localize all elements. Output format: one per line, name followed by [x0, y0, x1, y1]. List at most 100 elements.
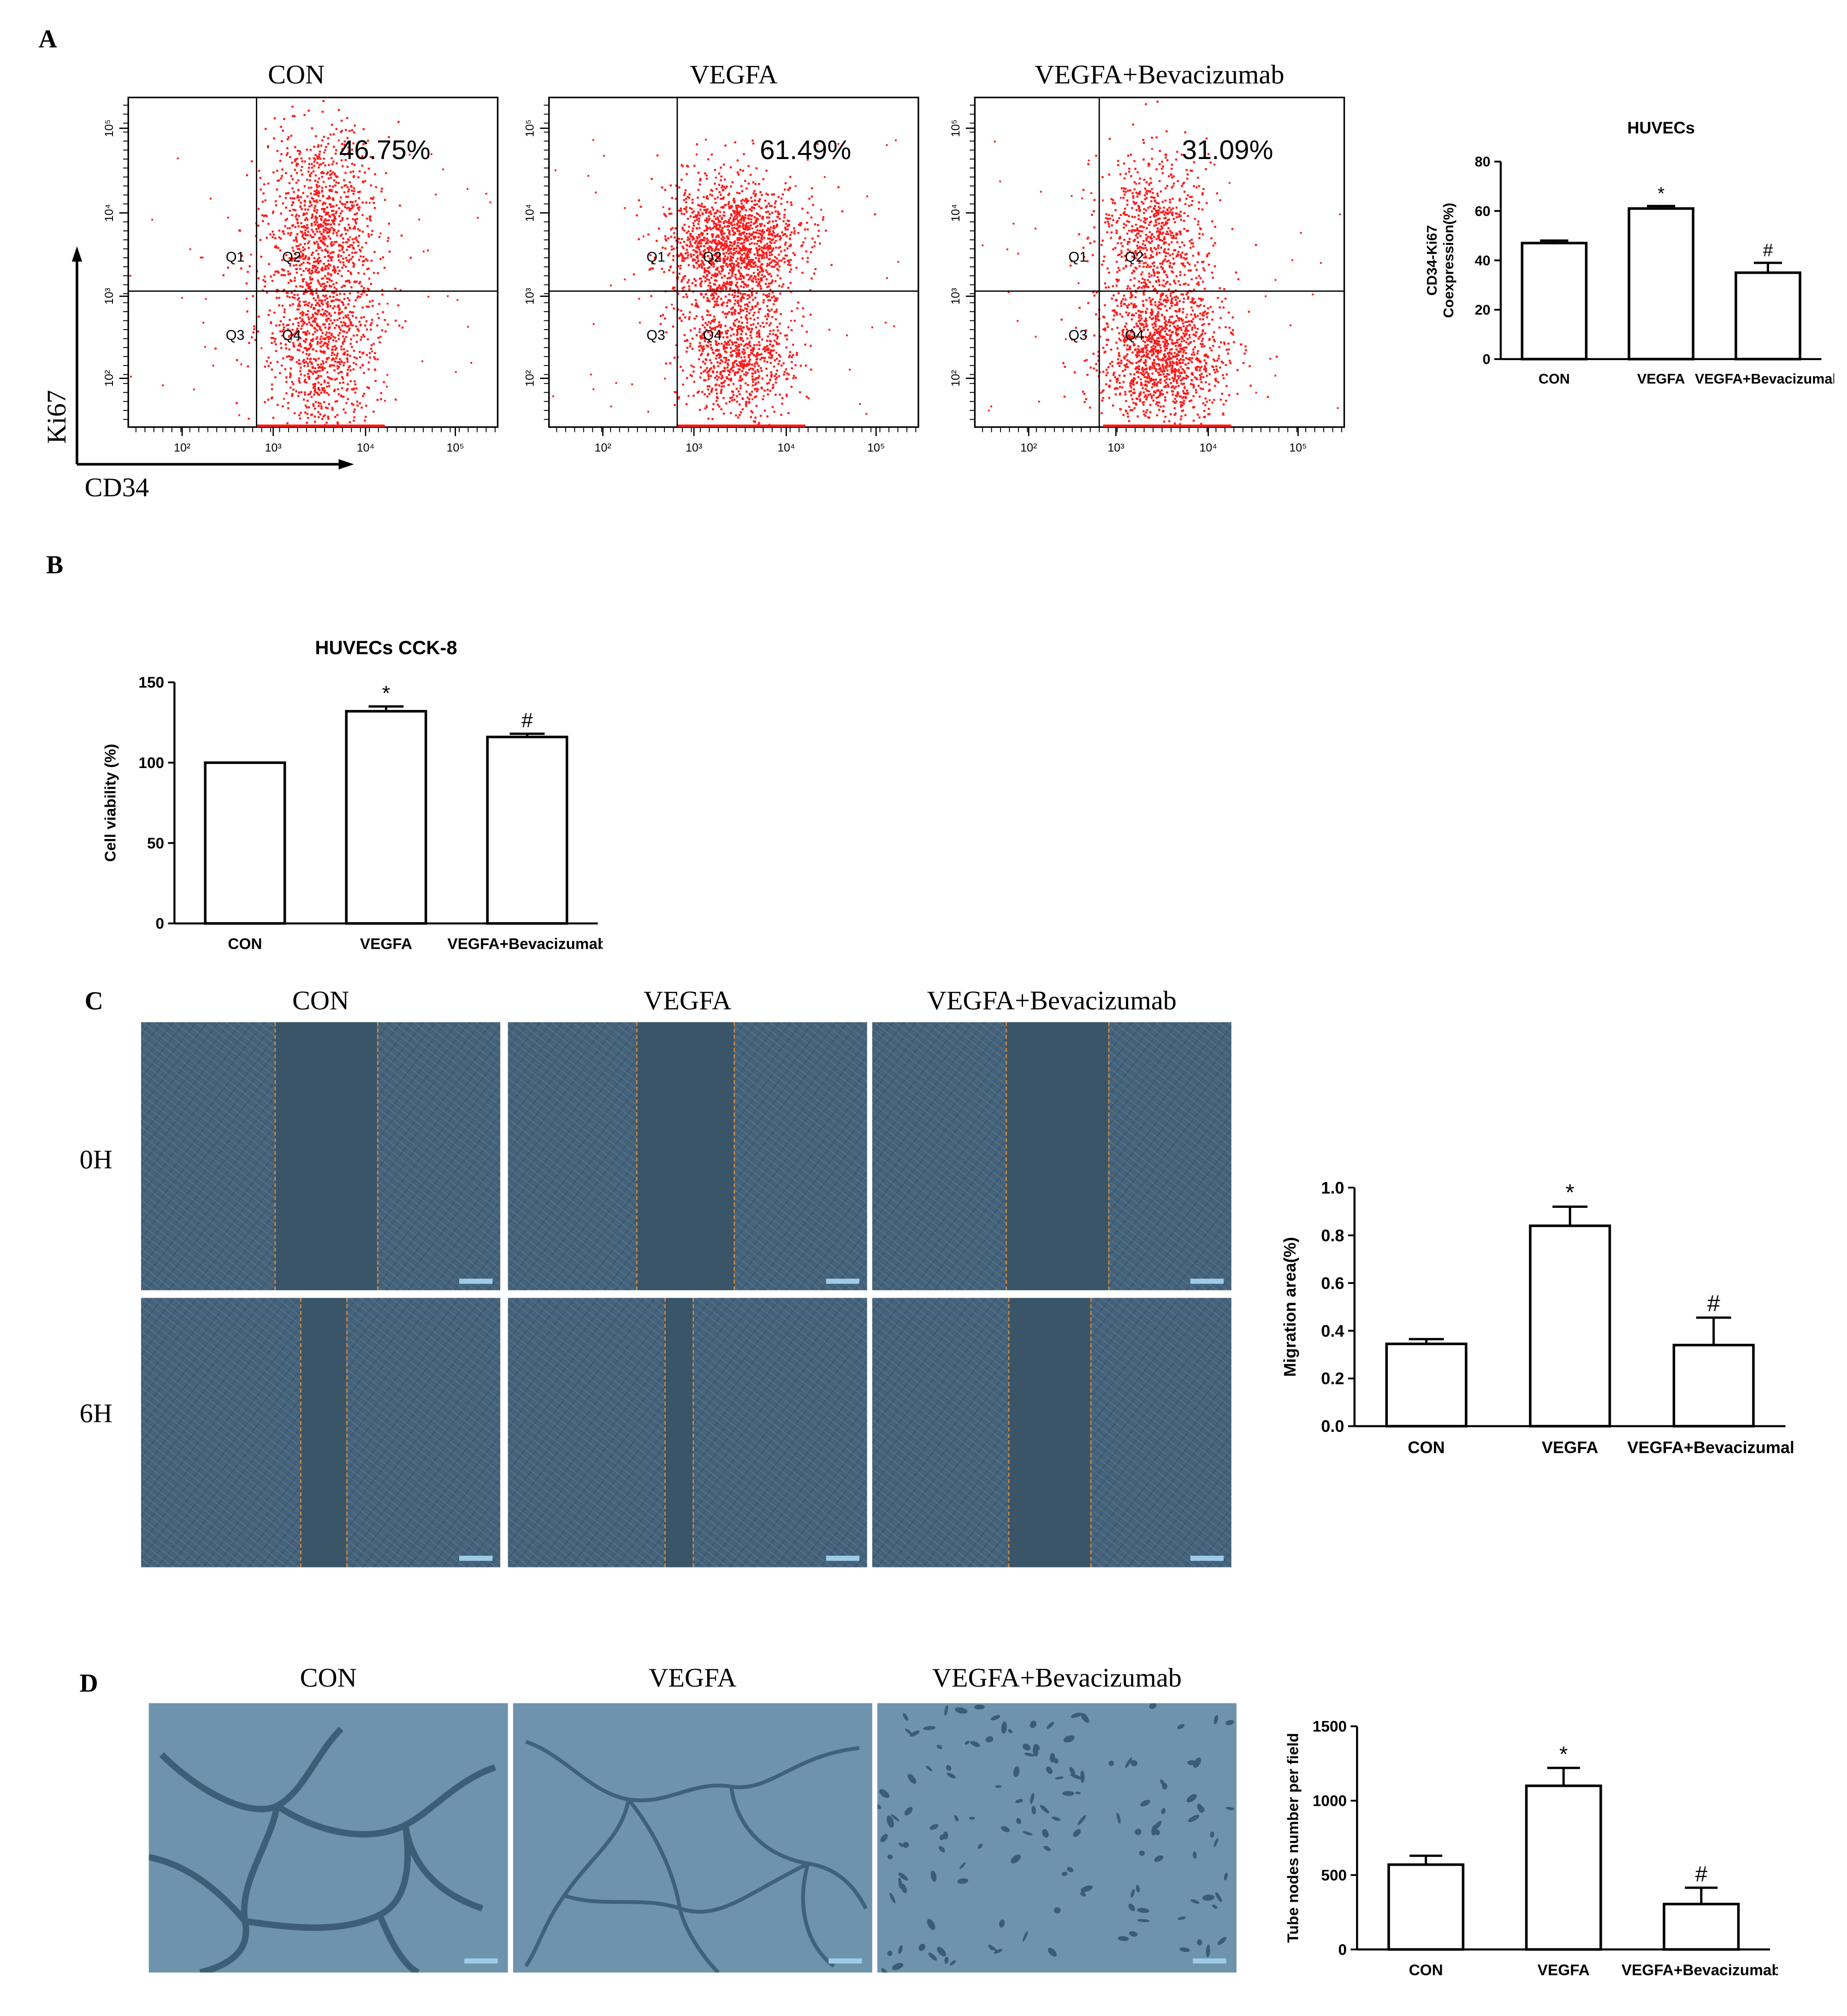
bar-vegfa-bevacizumab [486, 735, 568, 925]
y-tick-label: 0 [1338, 1941, 1347, 1958]
y-tick-label: 0.6 [1321, 1274, 1344, 1293]
scale-bar [459, 1555, 493, 1561]
quadrant-label-q2: Q2 [703, 249, 722, 265]
chart-title: HUVECs CCK-8 [315, 637, 457, 658]
y-tick-label: 80 [1475, 154, 1491, 170]
row-label-6h: 6H [79, 1398, 112, 1429]
y-tick-label: 60 [1475, 203, 1491, 219]
quadrant-label-q1: Q1 [1068, 249, 1087, 265]
x-category-label: CON [1539, 371, 1570, 387]
x-tick-label: 10⁵ [1289, 441, 1307, 454]
scale-bar [826, 1555, 859, 1561]
scattered-cells [877, 1703, 1235, 1973]
x-tick-label: 10³ [265, 441, 281, 454]
x-tick-label: 10² [1020, 441, 1037, 454]
scratch-image-vegfa-6h [508, 1298, 867, 1567]
bar-vegfa [1525, 1784, 1602, 1951]
x-category-label: CON [1408, 1438, 1444, 1457]
scratch-title-con: CON [292, 985, 349, 1016]
y-tick-label: 10² [103, 370, 116, 387]
scale-bar [1190, 1278, 1224, 1284]
tube-title-bev: VEGFA+Bevacizumab [932, 1662, 1182, 1693]
y-tick-label: 500 [1321, 1867, 1347, 1884]
chart-title: HUVECs [1627, 118, 1695, 137]
bar-vegfa-bevacizumab [1663, 1903, 1740, 1951]
y-tick-label: 0 [156, 916, 165, 933]
q2-percentage: 31.09% [1182, 135, 1273, 165]
bar-con [1521, 242, 1588, 361]
x-category-label: VEGFA+Bevacizumab [1627, 1438, 1793, 1457]
x-tick-label: 10² [594, 441, 611, 454]
bar-vegfa [1628, 207, 1695, 361]
y-axis-label: Migration area(%) [1280, 1237, 1299, 1377]
panel-letter-a: A [38, 25, 57, 54]
y-tick-label: 10³ [949, 288, 962, 305]
x-category-label: CON [228, 936, 262, 953]
chart-huvecs-flow: HUVECs 0 20 40 60 80 CD34-Ki67 Coexpression(%) C… [1424, 118, 1834, 387]
flow-title-bev: VEGFA+Bevacizumab [1035, 59, 1285, 90]
scratch-image-vegfa-0h [508, 1022, 867, 1290]
tube-image-bev [877, 1703, 1237, 1973]
y-tick-label: 100 [138, 755, 164, 772]
quadrant-label-q3: Q3 [1068, 327, 1087, 343]
tube-image-vegfa [513, 1703, 872, 1973]
cd34-arrowhead [338, 459, 354, 470]
tube-title-con: CON [300, 1662, 357, 1693]
quadrant-label-q4: Q4 [1125, 327, 1144, 343]
y-tick-label: 0.0 [1321, 1417, 1344, 1436]
x-category-label: VEGFA [1542, 1438, 1598, 1457]
scratch-image-con-6h [141, 1298, 500, 1567]
plot-frame [974, 96, 1345, 428]
chart-tube-nodes: 0 500 1000 1500 Tube nodes number per field C… [1285, 1718, 1778, 1979]
x-category-label: VEGFA+Bevacizumab [447, 936, 603, 953]
significance-mark: # [1707, 1290, 1720, 1316]
y-tick-label: 10² [523, 370, 536, 387]
y-tick-label: 20 [1475, 302, 1491, 318]
significance-mark: * [1658, 184, 1664, 204]
y-tick-label: 10⁵ [523, 119, 536, 137]
x-tick-label: 10⁴ [777, 441, 795, 454]
x-tick-label: 10⁴ [357, 441, 375, 454]
significance-mark: # [1695, 1862, 1708, 1886]
scratch-image-bev-6h [872, 1298, 1231, 1567]
y-axis-label: Coexpression(%) [1441, 203, 1456, 318]
y-tick-label: 10³ [103, 288, 116, 305]
y-tick-label: 10³ [523, 288, 536, 305]
tube-title-vegfa: VEGFA [649, 1662, 737, 1693]
bar-con [1385, 1342, 1468, 1428]
q2-percentage: 46.75% [339, 135, 431, 165]
scratch-image-bev-0h [872, 1022, 1231, 1290]
chart-migration: 0.0 0.2 0.4 0.6 0.8 1.0 Migration area(%) CON * V… [1280, 1178, 1793, 1457]
y-tick-label: 0.4 [1321, 1321, 1344, 1340]
significance-mark: * [1565, 1180, 1574, 1206]
flow-plot-vegfa: Q1 Q2 Q3 Q4 61.49% 10² 10³ 10⁴ 10⁵ 10² 10³ 10⁴ 10⁵ [523, 96, 919, 454]
bar-vegfa [1529, 1224, 1611, 1428]
panel-letter-c: C [84, 987, 103, 1016]
ki67-label: Ki67 [41, 390, 72, 444]
x-tick-label: 10² [174, 441, 190, 454]
cd34-label: CD34 [84, 472, 149, 503]
y-tick-label: 1500 [1313, 1718, 1347, 1735]
panel-letter-b: B [46, 551, 64, 580]
quadrant-label-q1: Q1 [226, 249, 245, 265]
quadrant-label-q1: Q1 [646, 249, 665, 265]
event-dots [552, 139, 900, 426]
y-tick-label: 1000 [1313, 1793, 1347, 1810]
y-tick-label: 50 [147, 835, 164, 852]
quadrant-label-q4: Q4 [703, 327, 722, 343]
x-category-label: VEGFA+Bevacizumab [1622, 1962, 1778, 1979]
scale-bar [1190, 1555, 1224, 1561]
flow-plot-bev: Q1 Q2 Q3 Q4 31.09% 10² 10³ 10⁴ 10⁵ 10² 10³ 10⁴ 10⁵ [949, 96, 1345, 454]
q2-percentage: 61.49% [760, 135, 851, 165]
row-label-0h: 0H [79, 1144, 112, 1175]
chart-cck8: HUVECs CCK-8 0 50 100 150 Cell viability (%) C… [102, 637, 603, 953]
significance-mark: * [1559, 1742, 1568, 1767]
y-axis-label: CD34-Ki67 [1424, 225, 1440, 296]
quadrant-label-q3: Q3 [646, 327, 665, 343]
y-tick-label: 10⁴ [949, 204, 962, 222]
flow-title-vegfa: VEGFA [690, 59, 778, 90]
panel-letter-d: D [79, 1670, 98, 1698]
significance-mark: # [521, 709, 533, 732]
ki67-arrowhead [71, 246, 83, 262]
